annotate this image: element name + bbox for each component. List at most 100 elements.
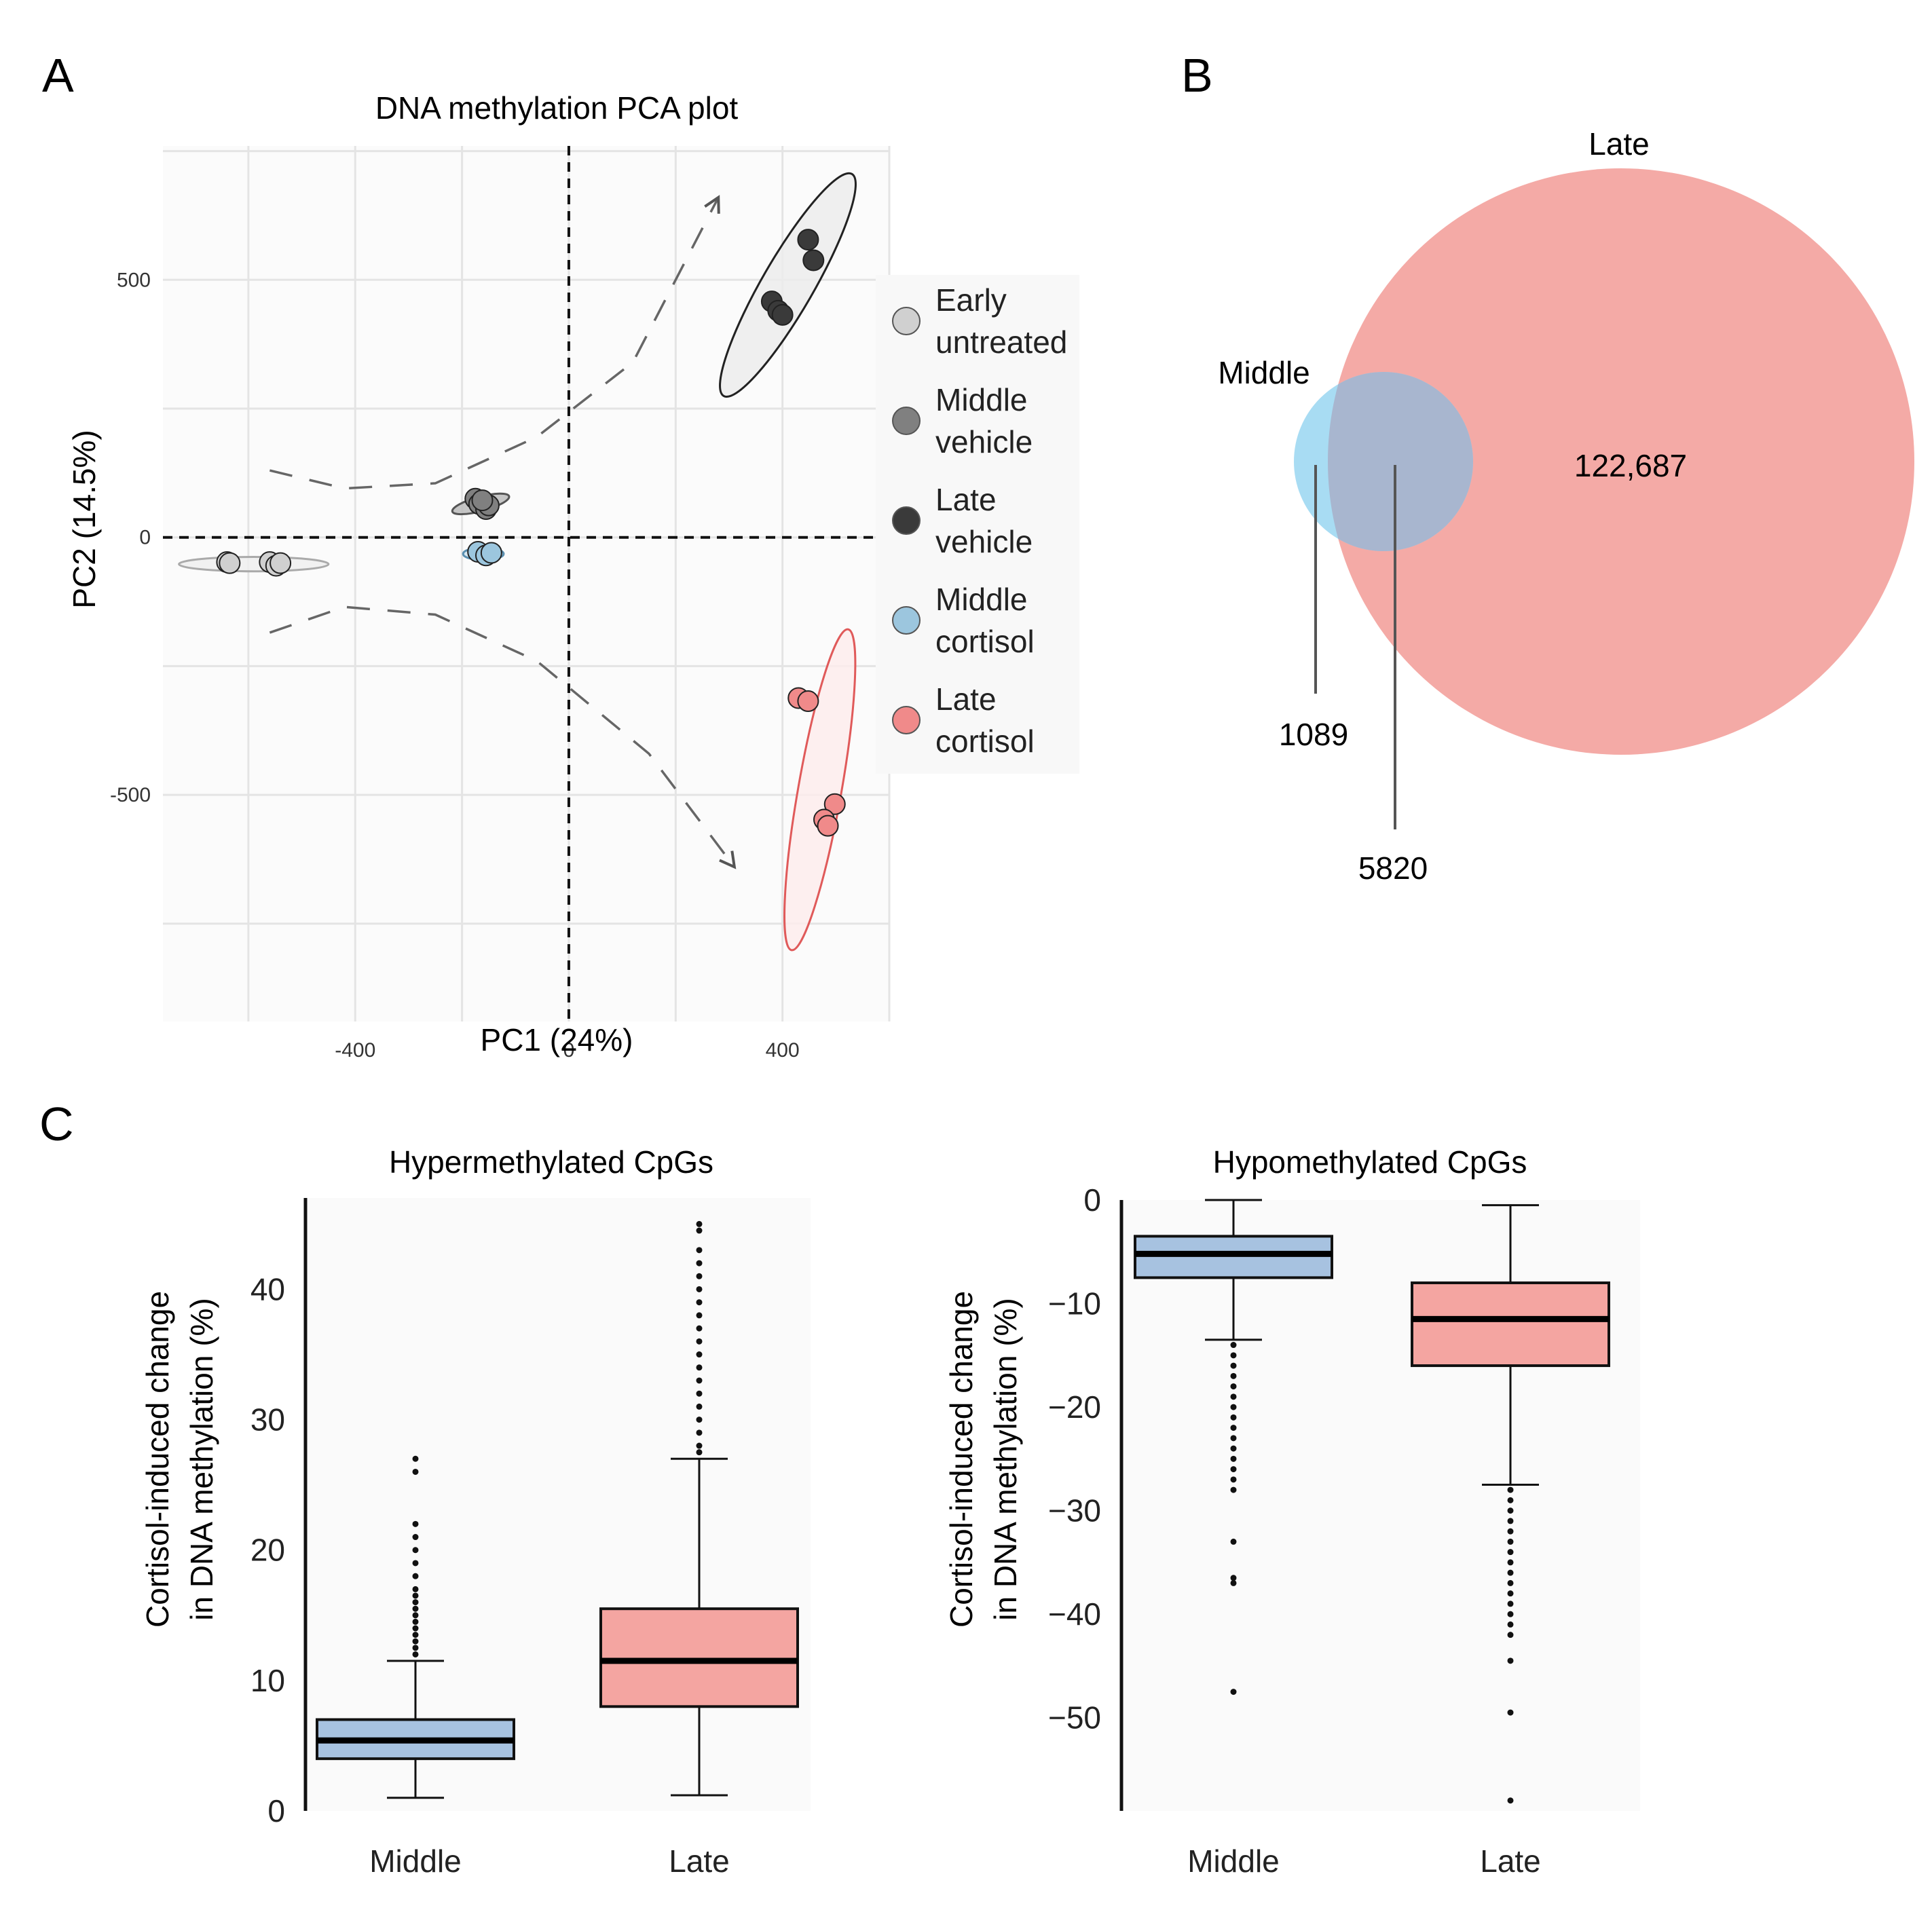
pca-point-early_untreated: [270, 552, 292, 574]
box-outlier-point: [696, 1403, 703, 1410]
pca-legend: Early untreated Middle vehicle Late vehicle Mi…: [876, 275, 1079, 774]
box-outlier-point: [1507, 1528, 1514, 1535]
box-outlier-point: [1507, 1611, 1514, 1617]
legend-label-late_cortisol: Late: [935, 681, 997, 717]
pca-point-late_vehicle: [771, 303, 794, 326]
box-outlier-point: [412, 1468, 419, 1475]
box-outlier-point: [1230, 1445, 1237, 1452]
box-late: [599, 1607, 799, 1708]
panel-label-a: A: [42, 49, 74, 102]
pca-arrows: [269, 195, 737, 869]
box-outlier-point: [412, 1605, 419, 1612]
box-outlier-point: [412, 1638, 419, 1645]
box-outlier-point: [1507, 1709, 1514, 1716]
legend-label-late_vehicle: Late: [935, 482, 997, 517]
box-outlier-point: [696, 1429, 703, 1436]
legend-key-middle_cortisol: [892, 606, 921, 635]
box-y-tick-label: 20: [250, 1533, 285, 1568]
pca-y-tick-label: 0: [139, 527, 151, 549]
pca-arrowhead-1: [704, 195, 720, 214]
pca-x-label: PC1 (24%): [481, 1022, 633, 1057]
box-y-tick-label: 0: [267, 1793, 285, 1829]
box-hypo-title: Hypomethylated CpGs: [1213, 1144, 1527, 1180]
box-category-label-late: Late: [1480, 1843, 1541, 1879]
box-outlier-point: [1507, 1497, 1514, 1503]
pca-y-label: PC2 (14.5%): [67, 430, 102, 608]
box-middle: [1134, 1235, 1333, 1279]
box-outlier-point: [696, 1260, 703, 1267]
venn-label-middle: Middle: [1218, 355, 1310, 390]
pca-y-tick-label: 500: [117, 269, 151, 291]
box-outlier-point: [1507, 1797, 1514, 1804]
box-outlier-point: [412, 1618, 419, 1625]
box-outlier-point: [696, 1351, 703, 1358]
pca-trajectory-arrow-1: [269, 197, 720, 490]
box-outlier-point: [1230, 1435, 1237, 1442]
pca-x-ticks: -400 0 400: [335, 1039, 799, 1062]
box-outlier-point: [696, 1220, 703, 1227]
box-outlier-point: [412, 1560, 419, 1567]
box-outlier-point: [1507, 1549, 1514, 1556]
box-y-tick-label: 30: [250, 1402, 285, 1438]
box-outlier-point: [696, 1338, 703, 1345]
pca-title: DNA methylation PCA plot: [375, 90, 739, 126]
box-outlier-point: [1507, 1579, 1514, 1586]
pca-x-tick-label: 0: [563, 1039, 575, 1062]
venn-value-middle: 1089: [1279, 717, 1348, 752]
box-outlier-point: [1230, 1455, 1237, 1462]
box-outlier-point: [1230, 1404, 1237, 1410]
box-outlier-point: [696, 1286, 703, 1292]
box-hyper-ylabel-line2: in DNA methylation (%): [184, 1298, 219, 1621]
box-outlier-point: [696, 1325, 703, 1332]
venn-circle-late: [1328, 168, 1914, 755]
box-outlier-point: [1230, 1393, 1237, 1400]
box-outlier-point: [696, 1364, 703, 1371]
pca-point-early_untreated: [219, 552, 241, 574]
box-outlier-point: [1507, 1559, 1514, 1566]
panel-label-b: B: [1181, 49, 1213, 102]
box-outlier-point: [696, 1442, 703, 1449]
box-outlier-point: [1230, 1689, 1237, 1695]
box-plot-background: [308, 1198, 811, 1811]
box-outlier-point: [1230, 1383, 1237, 1390]
pca-point-late_vehicle: [802, 249, 825, 271]
box-outlier-point: [1230, 1362, 1237, 1369]
box-outlier-point: [412, 1645, 419, 1651]
box-category-label-middle: Middle: [369, 1843, 462, 1879]
box-y-tick-label: −10: [1048, 1286, 1101, 1321]
pca-ellipse-late_cortisol: [783, 628, 857, 952]
box-outlier-point: [412, 1547, 419, 1554]
box-outlier-point: [696, 1247, 703, 1254]
venn-label-late: Late: [1589, 126, 1650, 162]
box-hypomethylated-panel: Hypomethylated CpGs Cortisol-induced cha…: [944, 1144, 1640, 1879]
box-outlier-point: [412, 1534, 419, 1541]
box-outlier-point: [412, 1586, 419, 1592]
box-y-tick-label: −30: [1048, 1493, 1101, 1529]
box-outlier-point: [696, 1377, 703, 1384]
legend-label-middle_cortisol: cortisol: [935, 624, 1035, 659]
box-outlier-point: [1507, 1486, 1514, 1493]
venn-panel: Late Middle 122,687 1089 5820: [1218, 126, 1914, 886]
box-outlier-point: [696, 1227, 703, 1234]
box-outlier-point: [1230, 1575, 1237, 1581]
box-hyper-ylabel-line1: Cortisol-induced change: [140, 1291, 175, 1628]
legend-key-middle_vehicle: [892, 407, 921, 435]
legend-label-late_vehicle: vehicle: [935, 524, 1033, 559]
box-outlier-point: [412, 1592, 419, 1599]
legend-label-middle_cortisol: Middle: [935, 582, 1028, 617]
pca-points: [216, 229, 846, 837]
legend-key-late_vehicle: [892, 506, 921, 535]
box-hyper-title: Hypermethylated CpGs: [389, 1144, 713, 1180]
legend-label-early_untreated: Early: [935, 282, 1007, 318]
box-late: [1411, 1281, 1610, 1368]
box-outlier-point: [1507, 1632, 1514, 1638]
venn-overlap-region: [1328, 372, 1473, 551]
box-y-tick-label: −50: [1048, 1700, 1101, 1736]
pca-trajectory-arrow-2: [269, 605, 736, 868]
box-outlier-point: [1230, 1579, 1237, 1586]
box-outlier-point: [1507, 1590, 1514, 1597]
box-y-tick-label: 40: [250, 1271, 285, 1307]
box-outlier-point: [1507, 1569, 1514, 1576]
box-outlier-point: [696, 1312, 703, 1319]
box-y-tick-label: 0: [1083, 1182, 1101, 1218]
